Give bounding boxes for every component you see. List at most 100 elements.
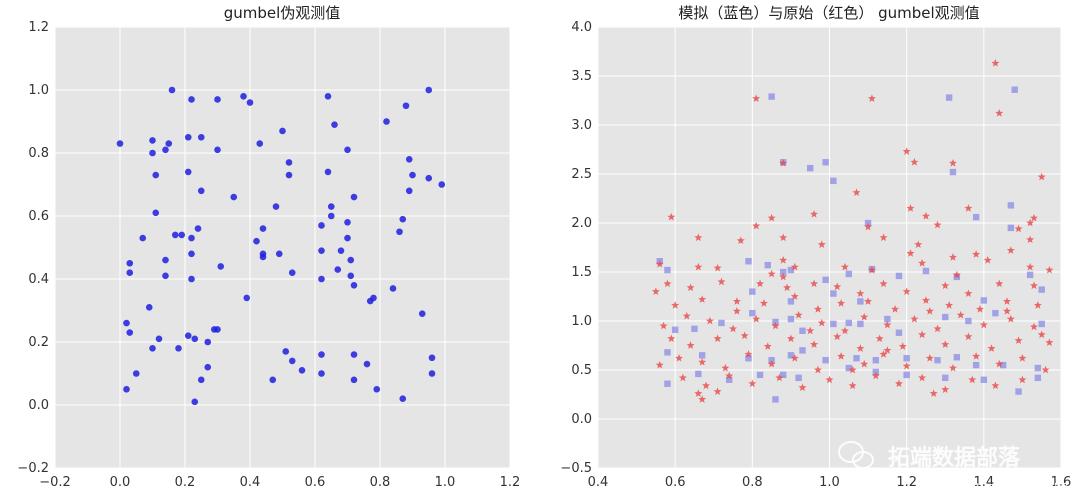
x-tick-label: 0.6	[305, 475, 326, 490]
original-point	[894, 379, 903, 388]
x-tick-label: 1.0	[435, 475, 456, 490]
simulated-point	[830, 177, 837, 185]
simulated-point	[857, 320, 864, 328]
simulated-point	[664, 266, 671, 274]
data-point	[425, 86, 433, 94]
simulated-point	[1034, 374, 1042, 382]
x-tick-label: 1.4	[973, 475, 994, 490]
original-point	[775, 373, 784, 382]
original-point	[968, 375, 977, 384]
simulated-point	[764, 261, 771, 269]
simulated-point	[698, 352, 706, 359]
simulated-point	[725, 376, 733, 383]
original-point	[790, 262, 799, 271]
original-point	[1006, 314, 1015, 323]
simulated-point	[1011, 86, 1018, 93]
original-point	[694, 233, 703, 242]
x-tick-label: 0.0	[110, 475, 131, 490]
x-tick-label: 1.0	[819, 475, 840, 490]
data-point	[197, 133, 205, 141]
data-point	[324, 168, 332, 176]
original-point	[713, 334, 722, 343]
original-point	[883, 346, 892, 354]
simulated-point	[787, 315, 795, 323]
data-point	[383, 118, 390, 125]
original-point	[941, 340, 950, 348]
data-point	[243, 294, 251, 302]
data-point	[126, 269, 134, 277]
original-point	[748, 379, 757, 388]
simulated-point	[934, 357, 941, 364]
original-point	[790, 292, 799, 300]
data-point	[152, 171, 160, 179]
original-point	[694, 389, 703, 397]
original-point	[948, 159, 957, 167]
original-point	[678, 373, 687, 382]
simulated-point	[999, 361, 1007, 369]
simulated-point	[664, 380, 671, 387]
simulated-point	[830, 290, 837, 297]
y-tick-label: 0.4	[28, 272, 49, 287]
data-point	[123, 385, 130, 393]
original-point	[806, 326, 815, 335]
original-point	[1002, 307, 1011, 315]
original-point	[1030, 322, 1038, 331]
original-point	[848, 365, 857, 374]
data-point	[123, 319, 130, 327]
original-point	[933, 220, 942, 229]
data-point	[188, 275, 195, 283]
y-tick-label: 0.6	[28, 209, 49, 224]
original-point	[941, 385, 950, 393]
data-point	[327, 212, 335, 220]
y-tick-label: 2.5	[571, 167, 592, 182]
simulated-point	[942, 374, 949, 382]
original-point	[763, 342, 772, 350]
y-tick-label: 1.5	[571, 265, 592, 280]
data-point	[288, 269, 296, 277]
original-point	[840, 262, 849, 271]
data-point	[188, 234, 195, 242]
simulated-point	[745, 355, 752, 362]
data-point	[370, 294, 377, 302]
simulated-point	[980, 376, 988, 383]
original-point	[952, 270, 961, 279]
original-point	[856, 289, 865, 297]
data-point	[350, 351, 358, 358]
data-point	[184, 168, 192, 176]
data-point	[389, 285, 397, 292]
data-point	[327, 203, 335, 210]
original-point	[732, 307, 741, 315]
original-point	[987, 344, 996, 352]
original-point	[945, 301, 954, 309]
original-point	[1037, 330, 1046, 339]
data-point	[126, 259, 134, 267]
data-point	[246, 99, 254, 106]
x-tick-label: 0.4	[240, 475, 261, 490]
original-point	[902, 361, 911, 370]
data-point	[178, 231, 186, 239]
original-point	[979, 320, 988, 329]
simulated-point	[768, 93, 775, 100]
simulated-point	[1015, 388, 1022, 395]
grid	[597, 26, 1062, 469]
data-point	[272, 203, 280, 210]
original-point	[667, 212, 676, 221]
simulated-point	[895, 329, 903, 336]
data-point	[204, 338, 212, 346]
x-tick-label: 1.2	[896, 475, 917, 490]
data-point	[259, 250, 267, 258]
x-tick-labels: −0.2 0.0 0.2 0.4 0.6 0.8 1.0 1.2	[39, 475, 520, 490]
simulated-point	[749, 288, 756, 295]
data-point	[240, 93, 247, 100]
simulated-point	[749, 309, 756, 317]
original-point	[972, 250, 981, 258]
simulated-point	[953, 354, 961, 361]
simulated-point	[845, 319, 852, 327]
data-point	[132, 370, 140, 377]
simulated-point	[872, 357, 879, 364]
data-point	[344, 234, 351, 242]
data-point	[350, 376, 358, 384]
y-tick-label: 3.0	[571, 118, 592, 133]
original-point	[686, 283, 695, 292]
simulated-point	[949, 168, 957, 176]
